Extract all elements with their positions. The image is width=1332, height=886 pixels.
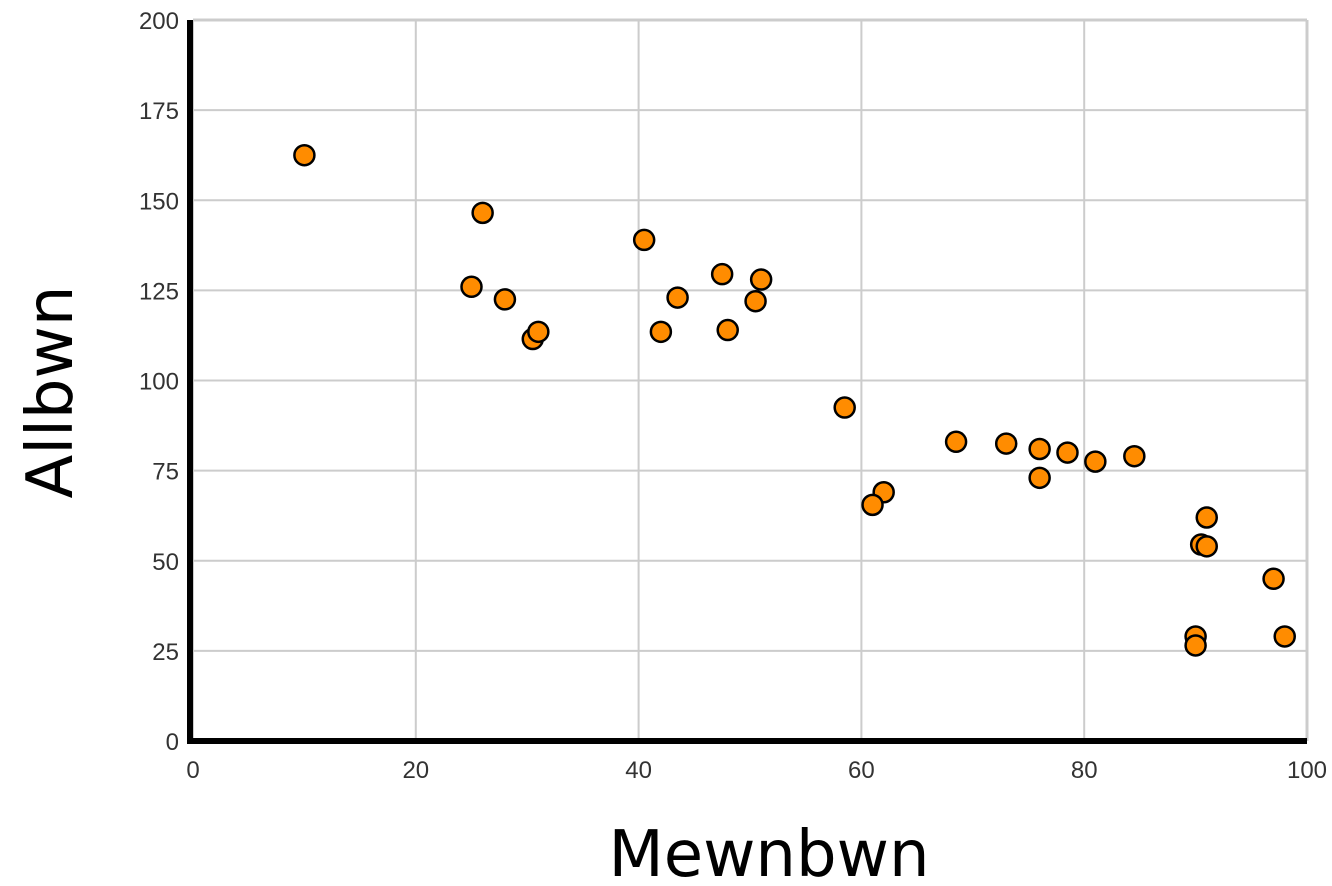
y-tick-label: 200	[139, 8, 179, 35]
data-point	[460, 275, 483, 299]
data-point	[1195, 506, 1218, 529]
data-point	[649, 320, 673, 344]
data-point	[1056, 441, 1079, 464]
data-point	[944, 430, 968, 454]
x-tick-label: 0	[186, 757, 199, 784]
data-point	[833, 396, 856, 419]
grid	[192, 19, 1308, 742]
data-point	[632, 228, 656, 252]
data-point	[1184, 634, 1207, 657]
data-point	[1028, 466, 1051, 490]
data-point	[471, 201, 494, 225]
x-tick-label: 40	[625, 757, 652, 784]
y-tick-label: 175	[139, 98, 179, 125]
plot-frame	[193, 18, 1309, 741]
data-point	[666, 286, 689, 309]
data-point	[493, 288, 517, 311]
data-point	[749, 268, 773, 291]
x-tick-label: 100	[1287, 757, 1327, 784]
axes	[187, 20, 1307, 744]
data-point	[1195, 535, 1218, 558]
y-tick-label: 0	[166, 729, 179, 756]
data-point	[744, 289, 767, 313]
x-tick-labels: 0 20 40 60 80 100	[186, 757, 1327, 784]
data-point	[1262, 567, 1285, 591]
x-tick-label: 80	[1071, 757, 1098, 784]
data-point	[527, 320, 550, 344]
y-tick-label: 150	[139, 188, 179, 215]
y-tick-label: 125	[139, 278, 179, 305]
data-point	[710, 262, 734, 286]
data-points	[293, 143, 1296, 657]
y-tick-label: 25	[152, 639, 179, 666]
data-point	[861, 493, 884, 517]
data-point	[716, 318, 739, 342]
data-point	[1028, 437, 1051, 461]
x-tick-label: 60	[848, 757, 875, 784]
y-axis-title: Allbwn	[14, 286, 88, 499]
x-axis-title: Mewnbwn	[608, 818, 929, 886]
data-point	[1084, 450, 1107, 473]
y-tick-labels: 0 25 50 75 100 125 150 175 200	[139, 8, 179, 756]
x-tick-label: 20	[402, 757, 429, 784]
y-tick-label: 100	[139, 369, 179, 396]
data-point	[293, 143, 316, 167]
y-tick-label: 50	[152, 549, 179, 576]
data-point	[994, 432, 1018, 455]
data-point	[1123, 444, 1146, 468]
data-point	[1273, 625, 1296, 648]
y-tick-label: 75	[152, 459, 179, 486]
